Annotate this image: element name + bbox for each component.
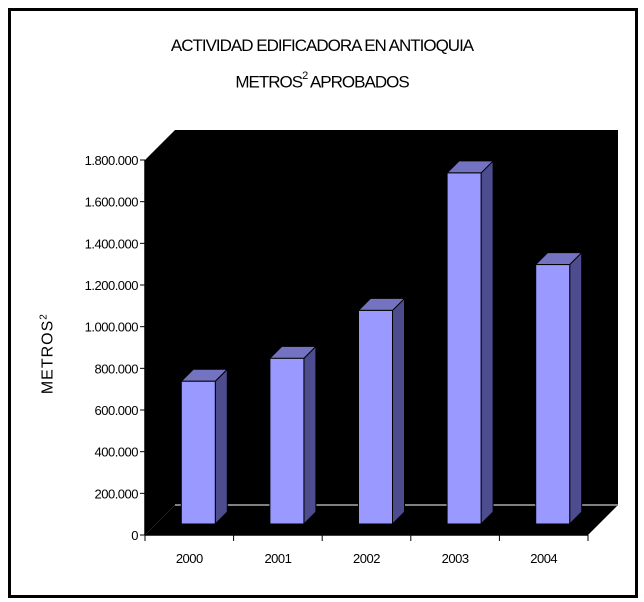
- title-line-2-main: METROS: [235, 72, 303, 92]
- y-tick-label: 0: [131, 528, 138, 543]
- chart-side-wall: [145, 130, 175, 535]
- bar-2002: [357, 297, 406, 526]
- y-tick-label: 1.400.000: [85, 236, 139, 251]
- bar-2001: [268, 345, 318, 526]
- title-line-1: ACTIVIDAD EDIFICADORA EN ANTIOQUIA: [170, 36, 474, 55]
- bars-group: [180, 159, 583, 526]
- bar-side-2003: [480, 159, 494, 526]
- bar-2003: [445, 159, 495, 526]
- x-tick-label: 2000: [176, 551, 203, 566]
- bar-side-2001: [303, 345, 317, 526]
- bar-front-2004: [535, 264, 571, 525]
- bar-side-2000: [214, 368, 228, 526]
- axes-group: [144, 160, 588, 536]
- y-tick-label: 1.000.000: [85, 320, 139, 335]
- y-tick-label: 1.800.000: [85, 153, 139, 168]
- bar-side-2002: [392, 297, 405, 526]
- y-tick-label: 800.000: [95, 361, 139, 376]
- y-tick-label: 1.200.000: [85, 278, 139, 293]
- x-tick-label: 2001: [264, 551, 291, 566]
- title-line-2: METROS2 APROBADOS: [0, 62, 644, 99]
- x-tick-label: 2003: [442, 551, 469, 566]
- bar-front-2003: [446, 172, 482, 525]
- bar-front-2001: [269, 357, 305, 525]
- title-line-2-rest: APROBADOS: [307, 72, 410, 92]
- bar-2004: [534, 251, 583, 526]
- bar-front-2002: [358, 309, 393, 525]
- bar-2000: [180, 368, 229, 526]
- bar-side-2004: [569, 251, 583, 526]
- title-line-2-sup: 2: [302, 70, 308, 82]
- x-tick-label: 2002: [353, 551, 380, 566]
- x-tick-label: 2004: [530, 551, 557, 566]
- y-tick-label: 400.000: [95, 445, 139, 460]
- chart-title: ACTIVIDAD EDIFICADORA EN ANTIOQUIA METRO…: [0, 30, 644, 99]
- y-tick-label: 200.000: [95, 486, 139, 501]
- x-ticks-group: 2000 2001 2002 2003 2004: [144, 535, 589, 566]
- y-ticks-group: 0 200.000 400.000 600.000 800.000 1.000.000 1.…: [85, 153, 145, 543]
- y-tick-label: 600.000: [95, 403, 139, 418]
- y-tick-label: 1.600.000: [85, 195, 139, 210]
- bar-front-2000: [180, 380, 216, 525]
